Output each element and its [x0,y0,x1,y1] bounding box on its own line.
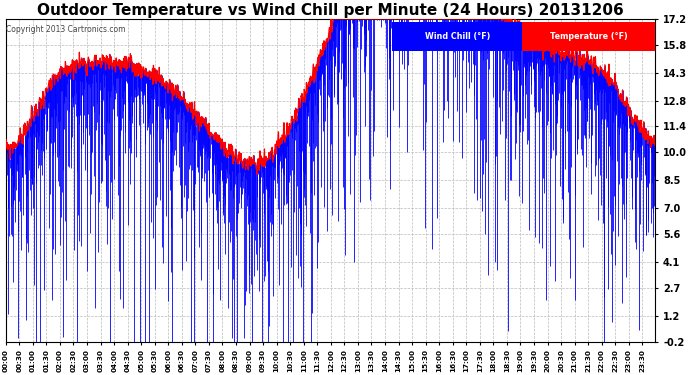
Title: Outdoor Temperature vs Wind Chill per Minute (24 Hours) 20131206: Outdoor Temperature vs Wind Chill per Mi… [37,3,624,18]
Text: Copyright 2013 Cartronics.com: Copyright 2013 Cartronics.com [6,26,126,34]
Text: Temperature (°F): Temperature (°F) [550,32,627,41]
FancyBboxPatch shape [522,22,656,51]
FancyBboxPatch shape [393,22,522,51]
Text: Wind Chill (°F): Wind Chill (°F) [424,32,490,41]
